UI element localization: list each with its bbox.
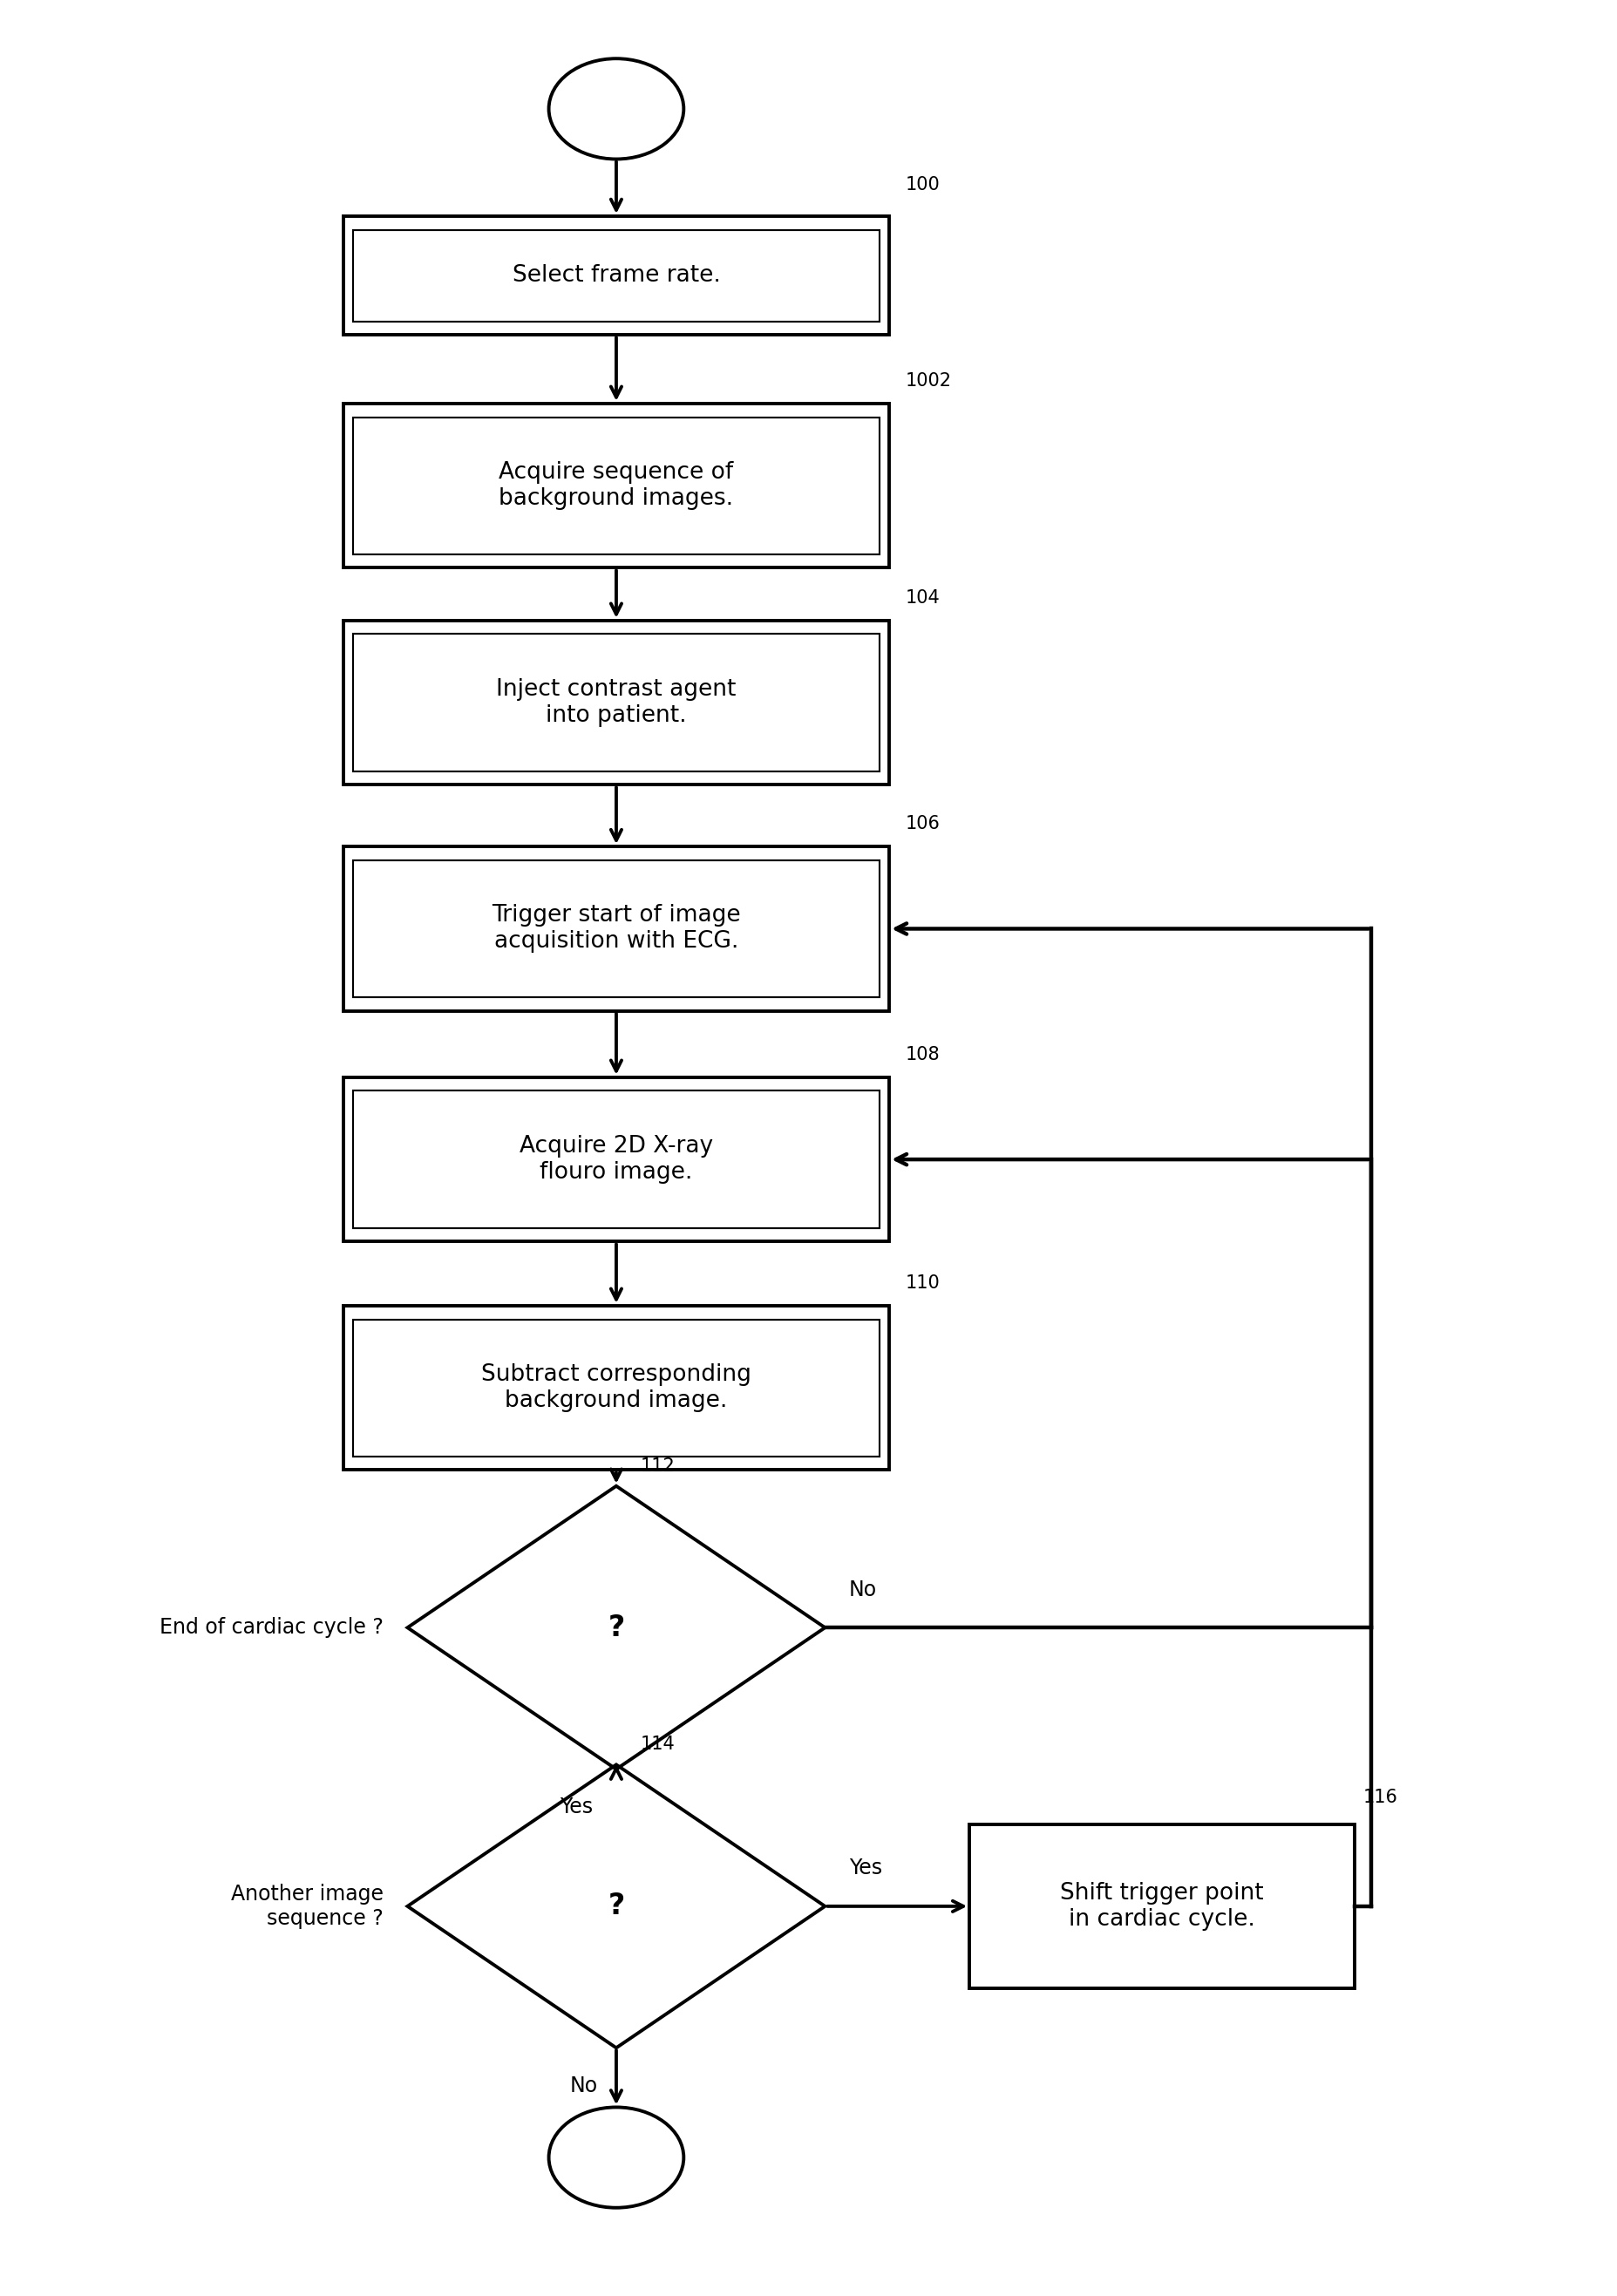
Text: Yes: Yes [849, 1857, 881, 1878]
Bar [353, 634, 880, 771]
Text: Subtract corresponding
background image.: Subtract corresponding background image. [480, 1364, 750, 1412]
Text: Acquire sequence of
background images.: Acquire sequence of background images. [498, 461, 733, 510]
Text: 1002: 1002 [906, 372, 951, 390]
Text: Another image
sequence ?: Another image sequence ? [231, 1883, 383, 1929]
Text: 100: 100 [906, 177, 939, 193]
Text: Select frame rate.: Select frame rate. [513, 264, 720, 287]
Text: 116: 116 [1362, 1789, 1397, 1805]
Text: 112: 112 [640, 1458, 674, 1474]
Text: Shift trigger point
in cardiac cycle.: Shift trigger point in cardiac cycle. [1059, 1883, 1263, 1931]
Bar [353, 1320, 880, 1456]
Text: Acquire 2D X-ray
flouro image.: Acquire 2D X-ray flouro image. [519, 1134, 713, 1185]
Bar [343, 404, 889, 567]
Text: Inject contrast agent
into patient.: Inject contrast agent into patient. [496, 677, 736, 728]
Text: 104: 104 [906, 590, 939, 606]
Text: 106: 106 [906, 815, 939, 833]
Bar [353, 230, 880, 321]
Bar [343, 1306, 889, 1469]
Text: Yes: Yes [559, 1798, 592, 1818]
Text: No: No [849, 1580, 876, 1600]
Bar [969, 1823, 1353, 1988]
Bar [343, 216, 889, 335]
Bar [343, 1077, 889, 1242]
Text: No: No [569, 2076, 598, 2096]
Text: 110: 110 [906, 1274, 939, 1293]
Text: 114: 114 [640, 1736, 674, 1754]
Text: Trigger start of image
acquisition with ECG.: Trigger start of image acquisition with … [492, 905, 741, 953]
Bar [353, 861, 880, 996]
Text: 108: 108 [906, 1047, 939, 1063]
Text: ?: ? [608, 1614, 624, 1642]
Text: ?: ? [608, 1892, 624, 1922]
Bar [343, 620, 889, 785]
Bar [353, 1091, 880, 1228]
Bar [353, 418, 880, 553]
Bar [343, 847, 889, 1010]
Text: End of cardiac cycle ?: End of cardiac cycle ? [160, 1616, 383, 1637]
